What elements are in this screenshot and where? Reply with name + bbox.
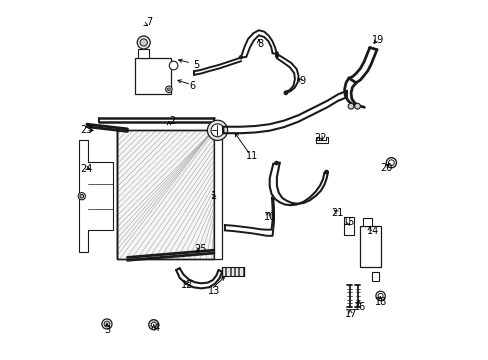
Circle shape <box>165 86 172 93</box>
Circle shape <box>211 124 224 137</box>
Bar <box>222 267 225 276</box>
Text: 16: 16 <box>354 302 366 312</box>
Text: 23: 23 <box>81 125 93 135</box>
Circle shape <box>80 194 83 198</box>
Circle shape <box>140 39 147 46</box>
Text: 12: 12 <box>181 280 193 290</box>
Text: 21: 21 <box>330 208 343 218</box>
Text: 17: 17 <box>344 309 357 319</box>
Circle shape <box>375 291 385 301</box>
Text: 22: 22 <box>314 132 326 143</box>
Bar <box>230 267 234 276</box>
Bar <box>235 267 238 276</box>
Circle shape <box>167 88 170 91</box>
Bar <box>117 130 213 259</box>
Bar <box>239 267 242 276</box>
Bar <box>363 218 371 226</box>
Text: 11: 11 <box>245 150 257 161</box>
Circle shape <box>207 120 227 140</box>
Circle shape <box>386 158 396 168</box>
Bar <box>213 130 222 259</box>
Circle shape <box>324 170 328 174</box>
Circle shape <box>377 293 382 298</box>
Circle shape <box>347 103 353 109</box>
Circle shape <box>78 193 85 200</box>
Text: 5: 5 <box>192 60 199 70</box>
Text: 9: 9 <box>299 76 305 86</box>
Circle shape <box>148 320 159 330</box>
Text: 24: 24 <box>81 164 93 174</box>
Text: 20: 20 <box>380 163 392 174</box>
Circle shape <box>137 36 150 49</box>
Text: 15: 15 <box>343 217 355 228</box>
Circle shape <box>387 160 393 166</box>
Polygon shape <box>316 137 328 143</box>
Polygon shape <box>79 140 113 252</box>
Circle shape <box>102 319 112 329</box>
Circle shape <box>284 91 287 95</box>
Circle shape <box>275 55 278 58</box>
Circle shape <box>354 103 360 109</box>
Bar <box>359 226 381 267</box>
Text: 8: 8 <box>257 39 263 49</box>
Bar <box>226 267 229 276</box>
Text: 4: 4 <box>153 323 159 333</box>
Text: 18: 18 <box>374 297 386 307</box>
Text: 13: 13 <box>207 286 220 296</box>
Circle shape <box>151 322 156 327</box>
Bar <box>138 49 149 58</box>
Circle shape <box>169 61 178 70</box>
Circle shape <box>104 321 110 327</box>
Text: 3: 3 <box>104 325 110 336</box>
Bar <box>117 130 213 259</box>
Text: 14: 14 <box>366 226 379 236</box>
Text: 19: 19 <box>371 35 383 45</box>
Text: 2: 2 <box>169 116 175 126</box>
Bar <box>371 272 378 281</box>
Bar <box>343 217 353 235</box>
Circle shape <box>274 161 278 165</box>
Text: 1: 1 <box>210 191 217 201</box>
Text: 6: 6 <box>189 81 195 91</box>
Text: 10: 10 <box>263 212 275 222</box>
Circle shape <box>239 55 242 59</box>
Circle shape <box>275 52 278 55</box>
Text: 25: 25 <box>194 244 206 254</box>
Text: 7: 7 <box>146 17 152 27</box>
Bar <box>134 58 170 94</box>
